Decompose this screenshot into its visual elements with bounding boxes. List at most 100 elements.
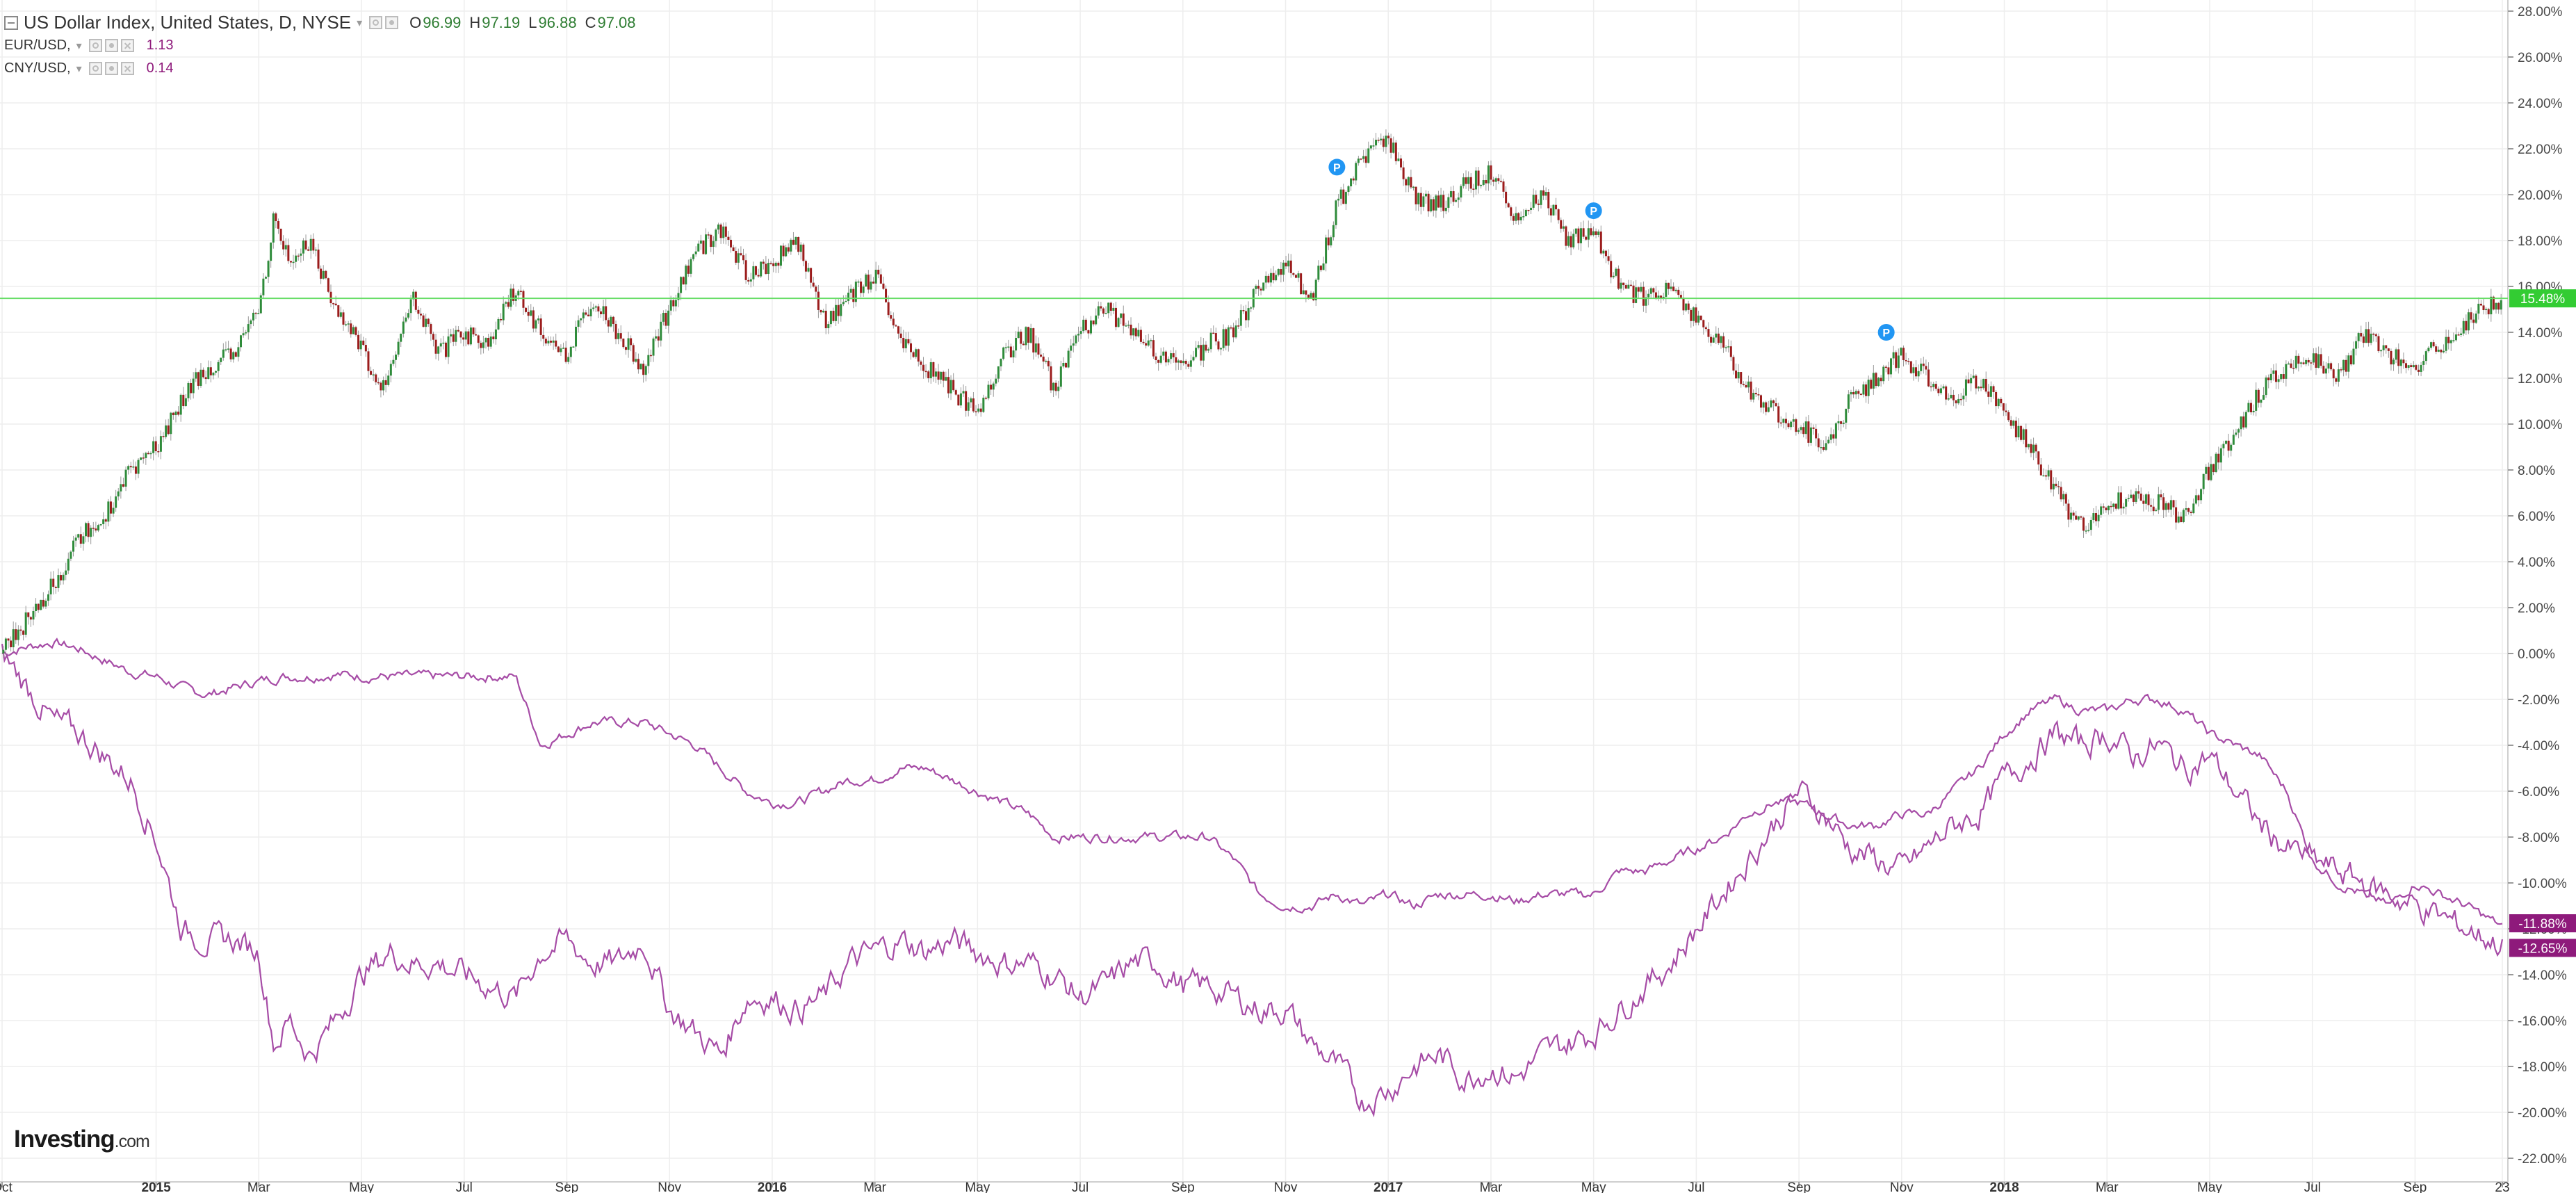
candle-body bbox=[542, 334, 545, 339]
candle-body bbox=[902, 338, 905, 348]
candle-body bbox=[2132, 494, 2135, 502]
visibility-icon[interactable] bbox=[88, 39, 102, 52]
candle-body bbox=[1322, 263, 1325, 270]
candle-body bbox=[1357, 159, 1360, 163]
candle-body bbox=[17, 629, 19, 640]
candle-body bbox=[289, 261, 292, 263]
compare-symbol-name: CNY/USD, bbox=[4, 60, 71, 76]
candle-body bbox=[2235, 432, 2237, 435]
candle-body bbox=[887, 302, 890, 316]
candle-body bbox=[820, 309, 822, 313]
candle-body bbox=[2317, 354, 2320, 368]
candle-body bbox=[70, 551, 72, 559]
candle-body bbox=[1672, 286, 1675, 291]
candle-body bbox=[892, 318, 895, 325]
candle-body bbox=[1890, 358, 1893, 375]
candle-body bbox=[1410, 177, 1412, 188]
candle-body bbox=[1537, 203, 1540, 205]
candle-body bbox=[2047, 470, 2050, 477]
candle-body bbox=[687, 266, 690, 274]
candle-body bbox=[1430, 199, 1433, 212]
candle-body bbox=[2165, 503, 2167, 510]
candle-body bbox=[2142, 501, 2145, 504]
candle-body bbox=[1912, 367, 1915, 373]
candle-body bbox=[1042, 356, 1045, 362]
candle-body bbox=[2064, 494, 2067, 504]
candle-body bbox=[1389, 138, 1392, 153]
candle-body bbox=[1505, 191, 1508, 204]
y-tick-label: 22.00% bbox=[2518, 143, 2563, 157]
candle-body bbox=[537, 318, 540, 320]
candle-body bbox=[2269, 373, 2272, 381]
candle-body bbox=[1262, 282, 1265, 291]
candle-body bbox=[1134, 328, 1137, 336]
settings-icon[interactable] bbox=[104, 62, 118, 75]
close-icon[interactable] bbox=[120, 39, 134, 52]
candle-body bbox=[1027, 327, 1030, 343]
candle-body bbox=[697, 243, 700, 252]
candle-body bbox=[1250, 307, 1253, 309]
candle-body bbox=[1590, 228, 1592, 236]
candle-body bbox=[2260, 399, 2263, 403]
chevron-down-icon[interactable]: ▾ bbox=[76, 63, 82, 75]
candle-body bbox=[567, 357, 570, 362]
candle-body bbox=[1385, 136, 1387, 147]
candle-body bbox=[82, 536, 85, 544]
y-tick-label: -16.00% bbox=[2518, 1014, 2567, 1029]
candle-body bbox=[977, 408, 980, 412]
close-icon[interactable] bbox=[120, 62, 134, 75]
candle-body bbox=[1704, 327, 1707, 330]
candle-body bbox=[389, 364, 392, 376]
candle-body bbox=[2420, 364, 2422, 372]
candle-body bbox=[1380, 138, 1383, 140]
candle-body bbox=[854, 282, 857, 302]
y-tick-label: 10.00% bbox=[2518, 418, 2563, 432]
x-tick-label: 2015 bbox=[141, 1180, 171, 1193]
candle-body bbox=[1220, 348, 1223, 350]
candle-body bbox=[1880, 378, 1882, 382]
candle-body bbox=[754, 266, 757, 275]
candle-body bbox=[2274, 370, 2277, 382]
candle-body bbox=[1757, 394, 1760, 396]
candle-body bbox=[24, 612, 27, 635]
candle-body bbox=[1065, 363, 1068, 368]
visibility-icon[interactable] bbox=[369, 16, 383, 29]
candle-body bbox=[712, 241, 715, 247]
candle-body bbox=[2045, 475, 2048, 477]
chevron-down-icon[interactable]: ▾ bbox=[357, 17, 363, 29]
candle-body bbox=[2440, 349, 2443, 352]
candle-body bbox=[1232, 327, 1235, 338]
candle-body bbox=[1932, 384, 1935, 387]
candle-body bbox=[867, 274, 870, 290]
candle-body bbox=[637, 359, 639, 370]
candle-body bbox=[1465, 177, 1467, 184]
candle-body bbox=[527, 311, 530, 316]
compare-price-label: -12.65% bbox=[2518, 941, 2568, 956]
candle-body bbox=[2062, 494, 2065, 500]
candle-body bbox=[899, 333, 902, 339]
candle-body bbox=[2285, 364, 2288, 379]
chevron-down-icon[interactable]: ▾ bbox=[76, 40, 82, 52]
candle-body bbox=[2395, 349, 2397, 360]
candle-body bbox=[2492, 296, 2495, 310]
settings-icon[interactable] bbox=[104, 39, 118, 52]
candle-body bbox=[1175, 357, 1177, 363]
visibility-icon[interactable] bbox=[88, 62, 102, 75]
candle-body bbox=[2187, 508, 2190, 512]
candle-body bbox=[924, 371, 927, 373]
candle-body bbox=[2030, 444, 2032, 453]
candle-body bbox=[1444, 207, 1447, 211]
candle-body bbox=[1522, 216, 1525, 218]
candle-body bbox=[382, 380, 385, 391]
candle-body bbox=[57, 575, 60, 588]
collapse-legend-button[interactable] bbox=[4, 15, 18, 30]
candle-body bbox=[987, 384, 990, 399]
candle-body bbox=[242, 333, 245, 336]
candle-body bbox=[2067, 503, 2070, 520]
candle-body bbox=[1077, 334, 1080, 336]
candle-body bbox=[1895, 352, 1898, 368]
candle-body bbox=[430, 324, 432, 334]
candle-body bbox=[1790, 421, 1793, 428]
settings-icon[interactable] bbox=[385, 16, 399, 29]
